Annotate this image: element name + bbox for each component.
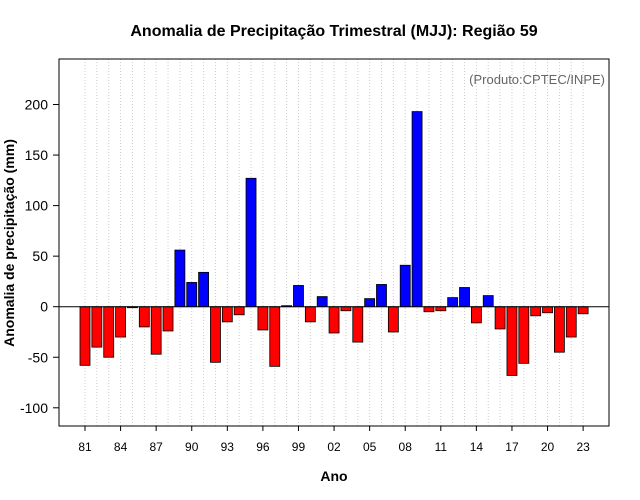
bar-1986 [138,306,150,328]
x-tick-label: 17 [505,440,519,454]
y-tick-label: -50 [28,349,48,365]
bar-1993 [221,306,233,323]
x-tick-label: 81 [78,440,92,454]
bar-1990 [186,282,198,308]
bar-2010 [423,306,435,313]
bar-1995 [245,177,257,308]
y-tick-label: 0 [40,299,48,315]
x-tick-label: 84 [114,440,128,454]
bar-1981 [79,306,91,366]
x-tick-label: 08 [399,440,413,454]
x-tick-label: 93 [221,440,235,454]
bar-2019 [530,306,542,317]
x-tick-label: 23 [576,440,590,454]
x-tick-label: 11 [435,440,448,454]
x-tick-label: 87 [149,440,163,454]
bar-2021 [554,306,565,353]
x-tick-label: 99 [292,440,306,454]
x-tick-label: 14 [470,440,484,454]
bar-2016 [494,306,506,330]
bar-2000 [304,306,316,323]
bar-2004 [352,306,364,343]
source-annotation: (Produto:CPTEC/INPE) [469,72,605,87]
bar-1996 [257,306,269,331]
bar-1997 [269,306,281,367]
bar-1994 [233,306,245,316]
bar-2015 [482,295,494,308]
bar-2018 [518,306,530,364]
bar-2020 [542,306,553,314]
y-tick-label: 150 [25,147,49,163]
bar-1991 [198,271,210,308]
chart-title: Anomalia de Precipitação Trimestral (MJJ… [130,23,537,40]
bar-2017 [506,306,518,376]
bar-1992 [210,306,221,363]
bar-2006 [376,284,387,308]
bar-1982 [91,306,103,348]
y-tick-label: 100 [25,198,49,214]
bar-2023 [577,306,589,315]
y-axis-label: Anomalia de precipitação (mm) [1,139,17,347]
bar-2012 [447,297,459,308]
x-tick-label: 05 [363,440,377,454]
bar-2002 [328,306,340,334]
bar-2022 [565,306,577,338]
x-axis-label: Ano [320,468,347,484]
y-tick-label: 50 [32,248,48,264]
bar-2007 [387,306,399,333]
bar-2011 [435,306,447,312]
bar-1988 [162,306,174,332]
bar-1984 [115,306,126,338]
x-tick-label: 02 [327,440,341,454]
bars [79,111,589,376]
bar-2009 [411,111,423,308]
x-axis: 81 84 87 90 93 96 99 02 05 08 11 14 17 20 23 [78,426,590,454]
x-tick-label: 90 [185,440,199,454]
x-tick-label: 20 [541,440,555,454]
bar-2001 [316,296,328,308]
bar-2003 [340,306,352,312]
x-tick-label: 96 [256,440,270,454]
y-tick-label: -100 [20,400,48,416]
bar-1999 [293,285,304,308]
bar-1983 [103,306,115,358]
y-axis: -100 -50 0 50 100 150 200 [20,96,59,416]
bar-2013 [459,287,470,308]
grid-lines [84,59,584,426]
y-tick-label: 200 [25,96,49,112]
bar-1989 [174,249,186,308]
bar-2008 [399,264,411,308]
bar-1987 [150,306,162,355]
bar-2005 [364,298,376,308]
bar-2014 [470,306,482,324]
